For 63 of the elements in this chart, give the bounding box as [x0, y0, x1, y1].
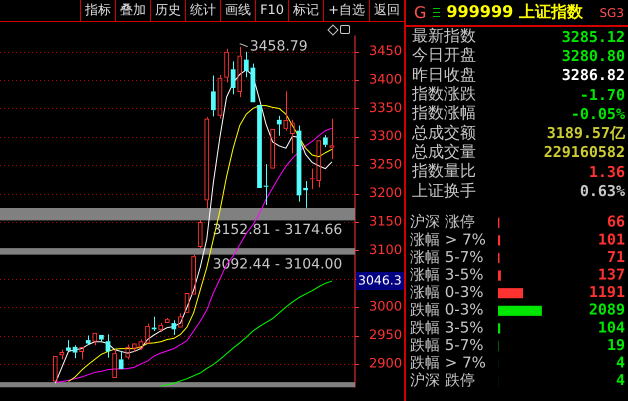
text: 3280.80 — [562, 46, 625, 65]
y-tick-label: 跌幅 0-3% — [410, 300, 484, 319]
data-label: 71 — [606, 248, 625, 266]
text: F10 — [255, 0, 288, 21]
category-label: 总成交额 — [412, 122, 476, 144]
y-tick-label: 涨幅 3-5% — [410, 265, 484, 284]
y-tick-label: 3250 — [369, 158, 402, 173]
category-label: 今日开盘 — [412, 45, 476, 66]
text: -1.70 — [580, 86, 625, 104]
data-label: 101 — [598, 230, 625, 248]
y-tick-label: 3400 — [369, 72, 402, 88]
text: 叠加 — [115, 0, 150, 21]
y-tick-label: 3200 — [369, 186, 402, 201]
y-tick-label: 3350 — [369, 100, 402, 116]
text: 3285.12 — [562, 28, 625, 46]
category-label: 昨日收盘 — [412, 64, 476, 86]
text: 统计 — [185, 0, 220, 21]
category-label: 总成交量 — [412, 142, 476, 162]
y-tick-label: 涨幅 0-3% — [410, 283, 484, 302]
text: 指标 — [80, 0, 116, 21]
text: 返回 — [369, 0, 404, 21]
text: 229160582 — [544, 143, 625, 162]
y-tick-label: 3100 — [369, 242, 402, 258]
category-label: 最新指数 — [412, 26, 476, 47]
y-tick-label: 涨幅 > 7% — [410, 230, 486, 248]
data-label: 66 — [606, 212, 625, 231]
y-tick-label: 3450 — [369, 44, 402, 60]
y-tick-label: 2900 — [369, 356, 402, 372]
y-tick-label: 跌幅 > 7% — [410, 353, 486, 372]
text: 3189.57亿 — [546, 124, 625, 142]
data-label: 4 — [616, 353, 625, 372]
y-tick-label: 跌幅 5-7% — [410, 336, 484, 354]
data-label: 137 — [598, 265, 625, 284]
category-label: 指数涨跌 — [412, 84, 476, 105]
data-label: 4 — [616, 371, 625, 390]
text: +自选 — [323, 0, 369, 21]
text: G — [414, 3, 426, 22]
y-tick-label: 沪深 涨停 — [410, 212, 475, 231]
annotation: 3458.79 — [250, 38, 308, 54]
data-label: 19 — [606, 336, 625, 354]
category-label: 指数量比 — [412, 161, 476, 182]
y-tick-label: 3000 — [369, 300, 402, 315]
y-tick-label: 3300 — [369, 129, 402, 144]
text: 3046.3 — [358, 272, 402, 288]
y-tick-label: 沪深 跌停 — [410, 371, 475, 390]
text: 3286.82 — [562, 66, 625, 84]
y-tick-label: 涨幅 5-7% — [410, 248, 484, 266]
y-tick-label: 3150 — [369, 214, 402, 230]
data-label: 1191 — [588, 283, 625, 302]
text: 画线 — [220, 0, 256, 21]
y-tick-label: 跌幅 3-5% — [410, 318, 484, 336]
data-label: 104 — [598, 318, 625, 336]
text: -0.05% — [570, 104, 625, 123]
category-label: 上证换手 — [412, 180, 476, 202]
text: 1.36 — [588, 162, 625, 181]
text: 标记 — [288, 0, 324, 21]
y-tick-label: 2950 — [369, 328, 402, 343]
category-label: 指数涨幅 — [412, 103, 476, 124]
text: 历史 — [150, 0, 186, 21]
text: SG3 — [599, 6, 624, 20]
data-label: 2089 — [588, 300, 625, 319]
text: 999999 上证指数 — [446, 2, 583, 23]
text: 0.63% — [580, 182, 625, 200]
